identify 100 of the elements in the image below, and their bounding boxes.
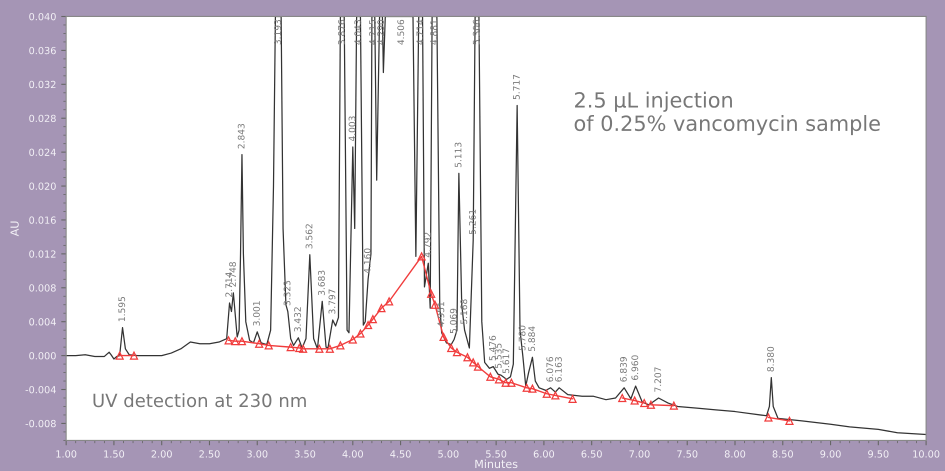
point <box>494 375 504 384</box>
annotation: 5.261 <box>468 210 476 234</box>
annotation: 5.617 <box>502 348 510 374</box>
point <box>447 344 456 352</box>
annotation: 6.163 <box>554 357 562 382</box>
x-tick-label: 4.50 <box>390 450 411 458</box>
annotation: 5.476 <box>489 336 496 360</box>
x-tick-label: 7.50 <box>677 450 698 458</box>
x-tick-label: 6.00 <box>534 450 554 458</box>
point <box>474 362 482 371</box>
point <box>231 337 240 346</box>
x-tick-label: 3.50 <box>294 450 316 458</box>
annotation: 8.380 <box>767 346 774 372</box>
annotation: 7.207 <box>654 367 662 392</box>
y-tick-label: -0.008 <box>26 420 56 428</box>
annotation: 2.5 µL injection of 0.25% vancomycin sample <box>574 92 880 136</box>
point <box>439 332 448 342</box>
point <box>336 341 344 350</box>
point <box>315 344 324 353</box>
point <box>568 394 577 403</box>
point <box>364 320 372 330</box>
x-tick-label: 8.00 <box>724 450 746 458</box>
x-tick-label: 9.50 <box>868 450 889 458</box>
annotation: 4.290 <box>377 20 384 45</box>
x-tick-label: 6.50 <box>582 450 602 458</box>
y-tick-label: 0.000 <box>29 352 56 360</box>
annotation: 5.168 <box>460 299 468 324</box>
point <box>385 297 394 306</box>
annotation: 6.839 <box>620 357 627 382</box>
x-tick-label: 7.00 <box>629 450 650 458</box>
annotation: 3.797 <box>328 289 336 314</box>
x-tick-label: 4.00 <box>342 450 363 458</box>
annotation: 5.113 <box>454 142 462 168</box>
annotation: 4.043 <box>354 20 362 45</box>
annotation: 3.193 <box>274 20 281 44</box>
point <box>264 341 273 350</box>
x-tick-label: 1.50 <box>104 450 124 458</box>
annotation: 5.069 <box>450 308 457 334</box>
y-tick-label: 0.024 <box>29 148 56 156</box>
annotation: UV detection at 230 nm <box>94 393 306 408</box>
point <box>764 413 773 422</box>
annotation: 5.306 <box>472 20 480 44</box>
point <box>646 400 656 409</box>
y-tick-label: 0.020 <box>29 182 56 190</box>
point <box>286 343 295 352</box>
point <box>785 416 794 425</box>
point <box>528 384 537 393</box>
annotation: 3.323 <box>284 280 290 306</box>
y-tick-label: 0.028 <box>29 114 56 122</box>
point <box>326 344 334 353</box>
point <box>255 340 264 348</box>
point <box>670 402 678 410</box>
point <box>486 372 494 381</box>
point <box>630 396 639 405</box>
annotation: 3.432 <box>294 307 301 332</box>
annotation: 4.714 <box>416 20 424 45</box>
annotation: 3.001 <box>253 301 260 326</box>
point <box>368 315 377 324</box>
annotation: 2.843 <box>238 124 245 148</box>
annotation: 5.535 <box>494 344 502 368</box>
x-tick-label: 1.00 <box>56 450 76 458</box>
x-tick-label: 5.00 <box>438 450 459 458</box>
annotation: 5.717 <box>513 74 520 100</box>
annotation: 1.595 <box>118 297 126 322</box>
annotation: 3.562 <box>306 224 312 248</box>
point <box>116 352 124 360</box>
point <box>551 391 560 400</box>
y-tick-label: 0.012 <box>29 250 56 258</box>
point <box>427 290 436 298</box>
annotation: 3.876 <box>338 20 345 44</box>
annotation: 4.951 <box>437 302 444 327</box>
x-tick-label: 8.50 <box>772 450 793 458</box>
annotation: 4.506 <box>397 20 404 45</box>
y-tick-label: 0.016 <box>29 216 56 224</box>
annotation: 5.884 <box>528 326 536 352</box>
y-axis-title: AU <box>10 222 19 236</box>
x-tick-label: 2.50 <box>199 450 220 458</box>
point <box>299 344 308 353</box>
point <box>348 335 357 344</box>
y-tick-label: 0.032 <box>29 80 56 88</box>
y-tick-label: 0.040 <box>29 12 56 20</box>
point <box>618 394 626 402</box>
point <box>377 304 386 312</box>
point <box>502 378 510 387</box>
annotation: 6.960 <box>631 355 638 380</box>
annotation: 4.215 <box>369 20 376 45</box>
x-tick-label: 9.00 <box>820 450 841 458</box>
y-tick-label: 0.004 <box>29 318 56 326</box>
point <box>463 353 472 362</box>
x-tick-label: 5.50 <box>486 450 506 458</box>
point <box>238 337 246 346</box>
point <box>507 378 516 387</box>
point <box>356 329 365 338</box>
y-tick-label: -0.004 <box>26 386 56 394</box>
y-tick-label: 0.036 <box>29 46 56 54</box>
point <box>452 348 462 356</box>
x-tick-label: 2.00 <box>152 450 172 458</box>
x-tick-label: 10.00 <box>913 450 940 458</box>
annotation: 3.683 <box>318 270 325 296</box>
point <box>469 358 478 366</box>
